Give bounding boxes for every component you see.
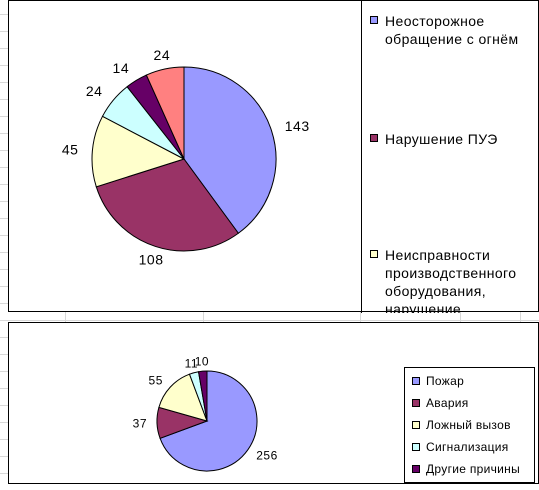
legend-label: Неосторожное обращение с огнём <box>385 13 519 47</box>
pie-chart-causes: 143 108 45 24 14 24 <box>62 47 310 268</box>
pie-slice[interactable] <box>95 158 240 252</box>
data-label: 55 <box>149 374 163 388</box>
pie-slice[interactable] <box>159 370 258 472</box>
legend-swatch <box>412 421 420 429</box>
legend-label: Другие причины <box>426 462 521 476</box>
pie-slice[interactable] <box>183 66 277 234</box>
legend-calls: Пожар Авария Ложный вызов Сигнализация Д… <box>404 367 535 483</box>
data-label: 14 <box>113 60 130 76</box>
legend-label: Ложный вызов <box>426 418 511 432</box>
legend-label: Пожар <box>426 374 465 388</box>
chart-area-causes[interactable]: 143 108 45 24 14 24 Неосторожное обращение с … <box>8 0 539 313</box>
legend-swatch <box>412 465 420 473</box>
data-label: 45 <box>62 142 79 158</box>
legend-label: Сигнализация <box>426 440 509 454</box>
legend-label: Нарушение ПУЭ <box>385 131 498 147</box>
data-label: 11 <box>185 356 198 370</box>
data-label: 37 <box>133 416 147 430</box>
pie-slice[interactable] <box>91 115 186 188</box>
legend-swatch <box>412 377 420 385</box>
legend-label: Авария <box>426 396 469 410</box>
data-label: 10 <box>195 354 209 368</box>
data-label: 24 <box>154 47 171 63</box>
legend-swatch <box>412 443 420 451</box>
legend-swatch <box>412 399 420 407</box>
legend-swatch <box>370 134 378 142</box>
legend-causes: Неосторожное обращение с огнём Нарушение… <box>361 0 539 313</box>
data-label: 24 <box>86 83 103 99</box>
chart-area-calls[interactable]: 256 37 55 11 10 Пожар Авария Ложный вызов Си… <box>8 322 539 484</box>
legend-swatch <box>370 16 378 24</box>
pie-slice[interactable] <box>145 66 185 160</box>
legend-label: Неисправности производственного оборудов… <box>385 247 517 313</box>
data-label: 256 <box>256 449 278 463</box>
legend-swatch <box>370 250 378 258</box>
pie-slice[interactable] <box>197 370 208 422</box>
data-label: 108 <box>139 252 164 268</box>
data-label: 143 <box>285 118 310 134</box>
